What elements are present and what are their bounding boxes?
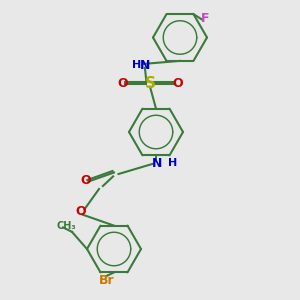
Text: O: O xyxy=(80,173,91,187)
Text: N: N xyxy=(152,157,163,170)
Text: O: O xyxy=(76,205,86,218)
Text: F: F xyxy=(201,11,210,25)
Text: H: H xyxy=(168,158,177,169)
Text: S: S xyxy=(145,76,155,91)
Text: N: N xyxy=(140,59,150,72)
Text: O: O xyxy=(117,76,128,90)
Text: Br: Br xyxy=(99,274,114,287)
Text: H: H xyxy=(132,60,141,70)
Text: O: O xyxy=(172,76,183,90)
Text: CH₃: CH₃ xyxy=(56,220,76,231)
